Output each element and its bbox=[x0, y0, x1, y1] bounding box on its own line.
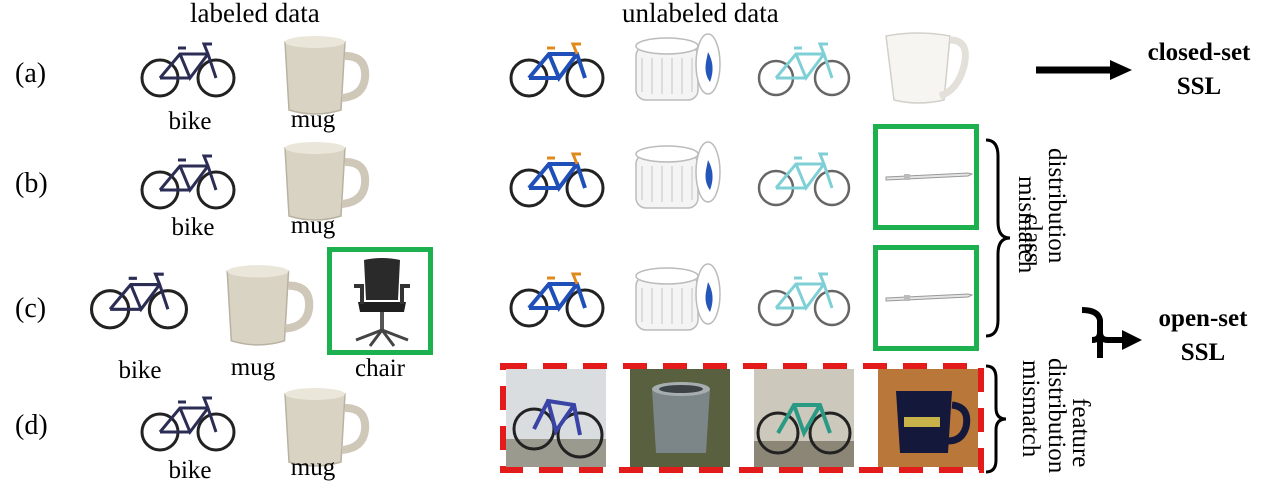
mug-image bbox=[217, 262, 309, 346]
bowl-image bbox=[635, 263, 721, 331]
pen-highlight-box bbox=[873, 245, 979, 351]
photo-bike-teal bbox=[754, 369, 854, 467]
pen-image bbox=[885, 172, 973, 181]
row-label-c: (c) bbox=[15, 293, 47, 324]
row-label-d: (d) bbox=[15, 410, 48, 441]
row-label-a: (a) bbox=[15, 58, 47, 89]
labeled-data-header: labeled data bbox=[190, 0, 320, 28]
class-distribution-mismatch-label: distribution bbox=[1043, 148, 1070, 264]
caption-mug: mug bbox=[290, 212, 336, 239]
bike-image bbox=[757, 272, 851, 327]
bike-image bbox=[140, 396, 236, 452]
mug-image bbox=[275, 34, 365, 114]
caption-bike: bike bbox=[168, 108, 212, 135]
bowl-image bbox=[635, 33, 721, 101]
closed-set-ssl-label: closed-set SSL bbox=[1147, 39, 1251, 100]
cup-image bbox=[885, 32, 969, 104]
bike-image bbox=[140, 154, 236, 210]
feature-mismatch-dashed-border bbox=[500, 363, 984, 473]
photo-bike-indoor bbox=[506, 369, 606, 467]
caption-bike: bike bbox=[171, 214, 215, 241]
bowl-image bbox=[635, 141, 721, 209]
caption-bike: bike bbox=[118, 357, 162, 384]
caption-chair: chair bbox=[355, 355, 405, 382]
feature-distribution-mismatch-label: mismatch bbox=[1017, 360, 1044, 458]
pen-highlight-box bbox=[873, 124, 979, 230]
pen-image bbox=[885, 293, 973, 302]
arrow-icon bbox=[1036, 60, 1132, 80]
merge-arrow-icon bbox=[1081, 307, 1142, 358]
brace-icon bbox=[985, 364, 1007, 474]
bike-image bbox=[757, 152, 851, 207]
unlabeled-data-header: unlabeled data bbox=[622, 0, 779, 28]
bike-image bbox=[509, 42, 605, 98]
feature-distribution-mismatch-label: distribution bbox=[1043, 358, 1070, 474]
caption-mug: mug bbox=[230, 354, 276, 381]
caption-mug: mug bbox=[290, 106, 336, 133]
caption-bike: bike bbox=[168, 457, 212, 484]
bike-image bbox=[140, 42, 236, 98]
bike-image bbox=[509, 152, 605, 208]
bike-image bbox=[509, 272, 605, 328]
bike-image bbox=[89, 272, 189, 330]
photo-mug-gray bbox=[630, 369, 730, 467]
mug-image bbox=[275, 140, 365, 220]
feature-distribution-mismatch-label: feature bbox=[1067, 398, 1094, 468]
class-distribution-mismatch-label: class bbox=[1019, 214, 1046, 263]
chair-image bbox=[354, 258, 410, 347]
row-label-b: (b) bbox=[15, 168, 48, 199]
class-distribution-mismatch-label: mismatch bbox=[1013, 176, 1040, 274]
caption-mug: mug bbox=[290, 454, 336, 481]
bike-image bbox=[757, 42, 851, 97]
brace-icon bbox=[985, 138, 1011, 338]
chair-highlight-box bbox=[327, 247, 433, 355]
open-set-ssl-label: open-set SSL bbox=[1158, 305, 1248, 366]
photo-mug-black bbox=[878, 369, 978, 467]
